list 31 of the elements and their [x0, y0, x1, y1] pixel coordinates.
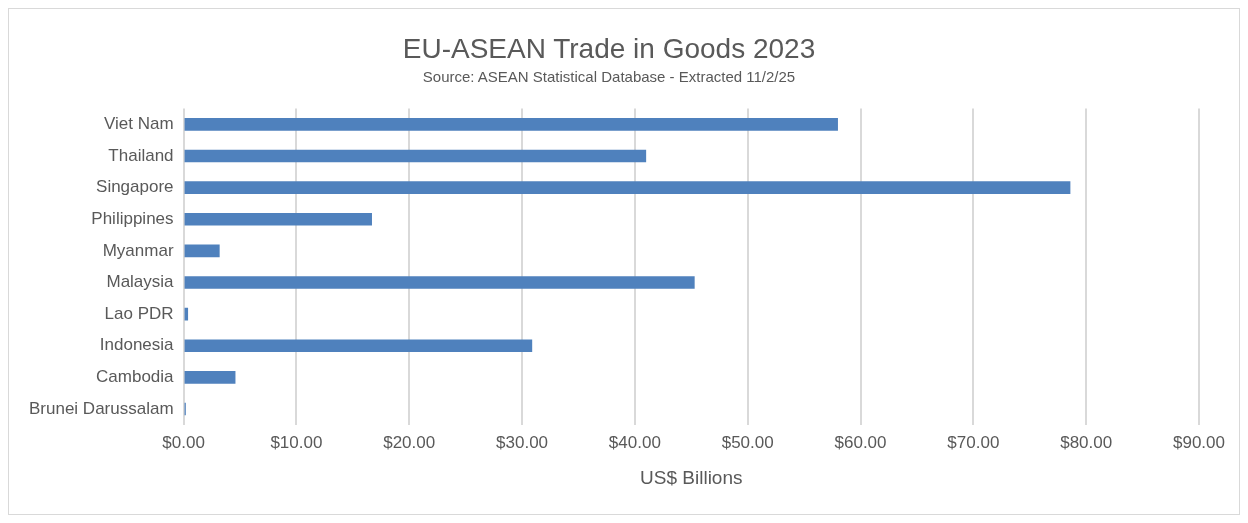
y-tick-label: Thailand [108, 145, 174, 165]
y-tick-label: Philippines [91, 208, 174, 228]
y-tick-label: Brunei Darussalam [29, 398, 174, 418]
x-axis-title: US$ Billions [640, 466, 743, 488]
y-tick-label: Cambodia [96, 367, 175, 387]
y-tick-label: Malaysia [106, 272, 175, 292]
y-tick-label: Lao PDR [104, 303, 174, 323]
x-tick-label: $40.00 [608, 432, 661, 452]
bar [184, 149, 647, 163]
x-tick-label: $30.00 [496, 432, 549, 452]
x-tick-label: $0.00 [162, 432, 205, 452]
y-tick-label: Viet Nam [103, 114, 174, 134]
x-tick-label: $20.00 [383, 432, 436, 452]
x-tick-label: $60.00 [834, 432, 887, 452]
chart-title: EU-ASEAN Trade in Goods 2023 [402, 32, 816, 64]
y-tick-label: Myanmar [102, 240, 174, 260]
y-tick-label: Singapore [96, 177, 174, 197]
x-tick-label: $50.00 [721, 432, 774, 452]
bar [184, 276, 695, 289]
bar [184, 181, 1071, 194]
x-tick-label: $80.00 [1060, 432, 1113, 452]
bar [184, 371, 236, 384]
chart-subtitle: Source: ASEAN Statistical Database - Extracted 11/2/25 [422, 67, 796, 85]
x-tick-label: $70.00 [947, 432, 1000, 452]
x-tick-label: $10.00 [270, 432, 323, 452]
bar [184, 212, 372, 226]
y-tick-label: Indonesia [99, 335, 175, 355]
x-tick-label: $90.00 [1173, 432, 1225, 452]
bar [184, 339, 533, 353]
bar [184, 118, 838, 131]
bar [184, 244, 220, 258]
